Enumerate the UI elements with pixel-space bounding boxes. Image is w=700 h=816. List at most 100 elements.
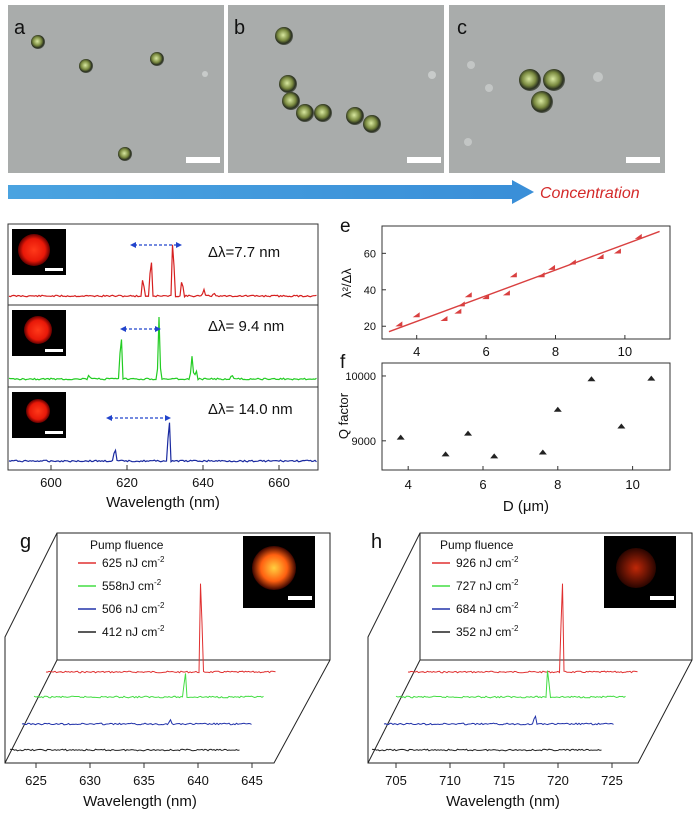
scale-bar	[407, 157, 441, 163]
concentration-label: Concentration	[540, 185, 640, 202]
small-particle	[202, 71, 208, 77]
data-point	[454, 308, 462, 314]
panel-label-f: f	[340, 352, 346, 373]
legend-entry: 684 nJ cm-2	[456, 601, 519, 616]
y-tick-label: 40	[364, 285, 376, 297]
panel-label-a: a	[14, 17, 26, 39]
x-tick-label: 8	[552, 344, 559, 359]
glowing-sphere	[26, 399, 50, 423]
spectrum-blue	[8, 422, 317, 463]
small-particle	[467, 61, 475, 69]
microsphere	[543, 69, 565, 91]
data-point	[617, 423, 626, 429]
y-tick-label: 10000	[345, 371, 376, 383]
microsphere	[363, 115, 381, 133]
microsphere	[118, 147, 132, 161]
spectrum-blue	[383, 714, 614, 726]
legend-entry: 352 nJ cm-2	[456, 624, 519, 639]
arrow-tip	[120, 326, 126, 332]
data-point	[490, 453, 499, 459]
x-tick-label: 710	[439, 773, 461, 788]
microsphere	[282, 92, 300, 110]
panel-f: f Q factor 4 6 8 10 9000 10000 D (μm)	[336, 352, 671, 515]
microsphere	[296, 104, 314, 122]
data-point	[509, 272, 517, 278]
x-axis-label: Wavelength (nm)	[446, 793, 560, 810]
delta-label: Δλ= 9.4 nm	[208, 318, 284, 335]
x-tick-label: 635	[133, 773, 155, 788]
panel-label-c: c	[457, 17, 467, 39]
data-point	[537, 272, 545, 278]
microsphere	[346, 107, 364, 125]
x-tick-label: 705	[385, 773, 407, 788]
panel-label-b: b	[234, 17, 245, 39]
x-tick-label: 8	[554, 477, 561, 492]
arrow-tip	[176, 242, 182, 248]
x-axis-label: Wavelength (nm)	[106, 494, 220, 511]
micrograph-c: c	[449, 5, 665, 173]
scale-bar	[45, 431, 63, 434]
glowing-sphere	[18, 234, 50, 266]
data-point	[412, 312, 420, 318]
y-tick-label: 60	[364, 248, 376, 260]
spectrum-red	[45, 583, 276, 674]
data-point	[396, 434, 405, 440]
panel-label-e: e	[340, 216, 351, 237]
x-tick-label: 645	[241, 773, 263, 788]
y-tick-label: 20	[364, 321, 376, 333]
small-particle	[464, 138, 472, 146]
data-point	[553, 406, 562, 412]
x-tick-label: 6	[482, 344, 489, 359]
glowing-sphere	[252, 546, 296, 590]
delta-label: Δλ= 14.0 nm	[208, 401, 293, 418]
legend-title: Pump fluence	[440, 538, 514, 552]
glowing-sphere	[24, 316, 52, 344]
spectrum-red	[407, 583, 638, 674]
microsphere	[531, 91, 553, 113]
legend-entry: 506 nJ cm-2	[102, 601, 165, 616]
box-outline	[4, 532, 331, 764]
spectrum-green	[395, 670, 626, 699]
x-tick-label: 715	[493, 773, 515, 788]
panel-e: e λ²/Δλ 4 6 8 10 20 40 60	[339, 216, 671, 359]
arrow-shaft	[8, 185, 514, 199]
x-tick-label: 600	[40, 475, 62, 490]
arrow-tip	[165, 415, 171, 421]
micrograph-b: b	[228, 5, 444, 173]
data-point	[502, 290, 510, 296]
arrow-tip	[106, 415, 112, 421]
arrow-tip	[155, 326, 161, 332]
arrow-tip	[130, 242, 136, 248]
panel-g: g Pump fluence 625 nJ cm-2 558nJ cm-2 50…	[4, 531, 331, 810]
legend: 625 nJ cm-2 558nJ cm-2 506 nJ cm-2 412 n…	[78, 555, 165, 639]
y-axis-label: λ²/Δλ	[339, 268, 354, 298]
scale-bar	[650, 596, 674, 600]
x-tick-label: 10	[618, 344, 632, 359]
box-outline	[367, 532, 693, 764]
box-edge	[4, 659, 58, 764]
x-tick-label: 625	[25, 773, 47, 788]
x-tick-label: 6	[479, 477, 486, 492]
x-tick-label: 660	[268, 475, 290, 490]
microsphere	[79, 59, 93, 73]
legend-entry: 558nJ cm-2	[102, 578, 162, 593]
spectrum-black	[9, 748, 240, 752]
y-tick-label: 9000	[352, 436, 376, 448]
data-point	[464, 430, 473, 436]
glowing-sphere	[616, 548, 656, 588]
data-point	[548, 264, 556, 270]
data-point	[647, 375, 656, 381]
data-point	[538, 449, 547, 455]
panel-label-g: g	[20, 531, 31, 553]
panel-d: Δλ=7.7 nm Δλ= 9.4 nm Δλ= 14.0 nm 600 620…	[7, 223, 319, 511]
micrograph-a-frame	[8, 5, 224, 173]
data-point	[613, 248, 621, 254]
microsphere	[275, 27, 293, 45]
legend-entry: 727 nJ cm-2	[456, 578, 519, 593]
microsphere	[31, 35, 45, 49]
x-axis-label: D (μm)	[503, 498, 549, 515]
concentration-arrow: Concentration	[8, 180, 640, 204]
microsphere	[150, 52, 164, 66]
small-particle	[485, 84, 493, 92]
